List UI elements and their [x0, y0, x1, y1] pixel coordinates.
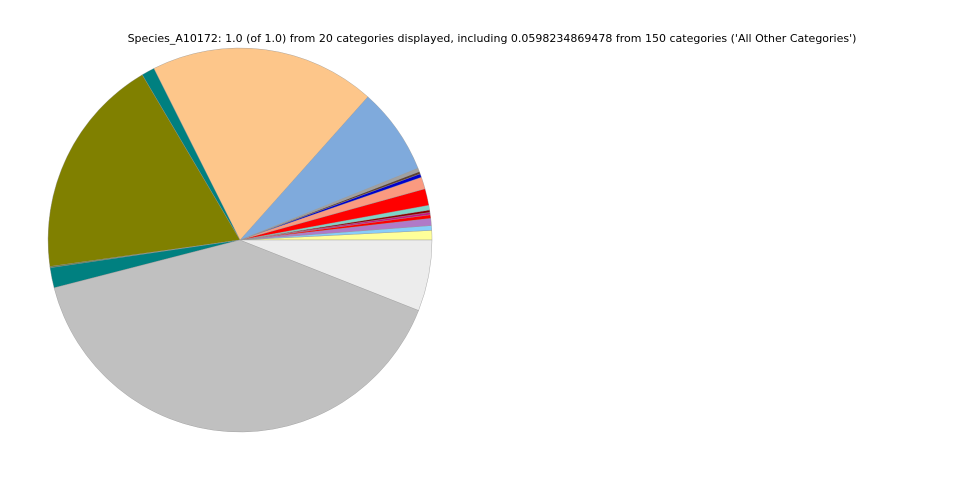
chart-title: Species_A10172: 1.0 (of 1.0) from 20 cat…: [128, 32, 857, 45]
pie-slice: [47, 74, 241, 267]
pie-slice: [53, 239, 419, 433]
pie-slice: [153, 47, 369, 241]
pie-slice: [239, 239, 433, 311]
